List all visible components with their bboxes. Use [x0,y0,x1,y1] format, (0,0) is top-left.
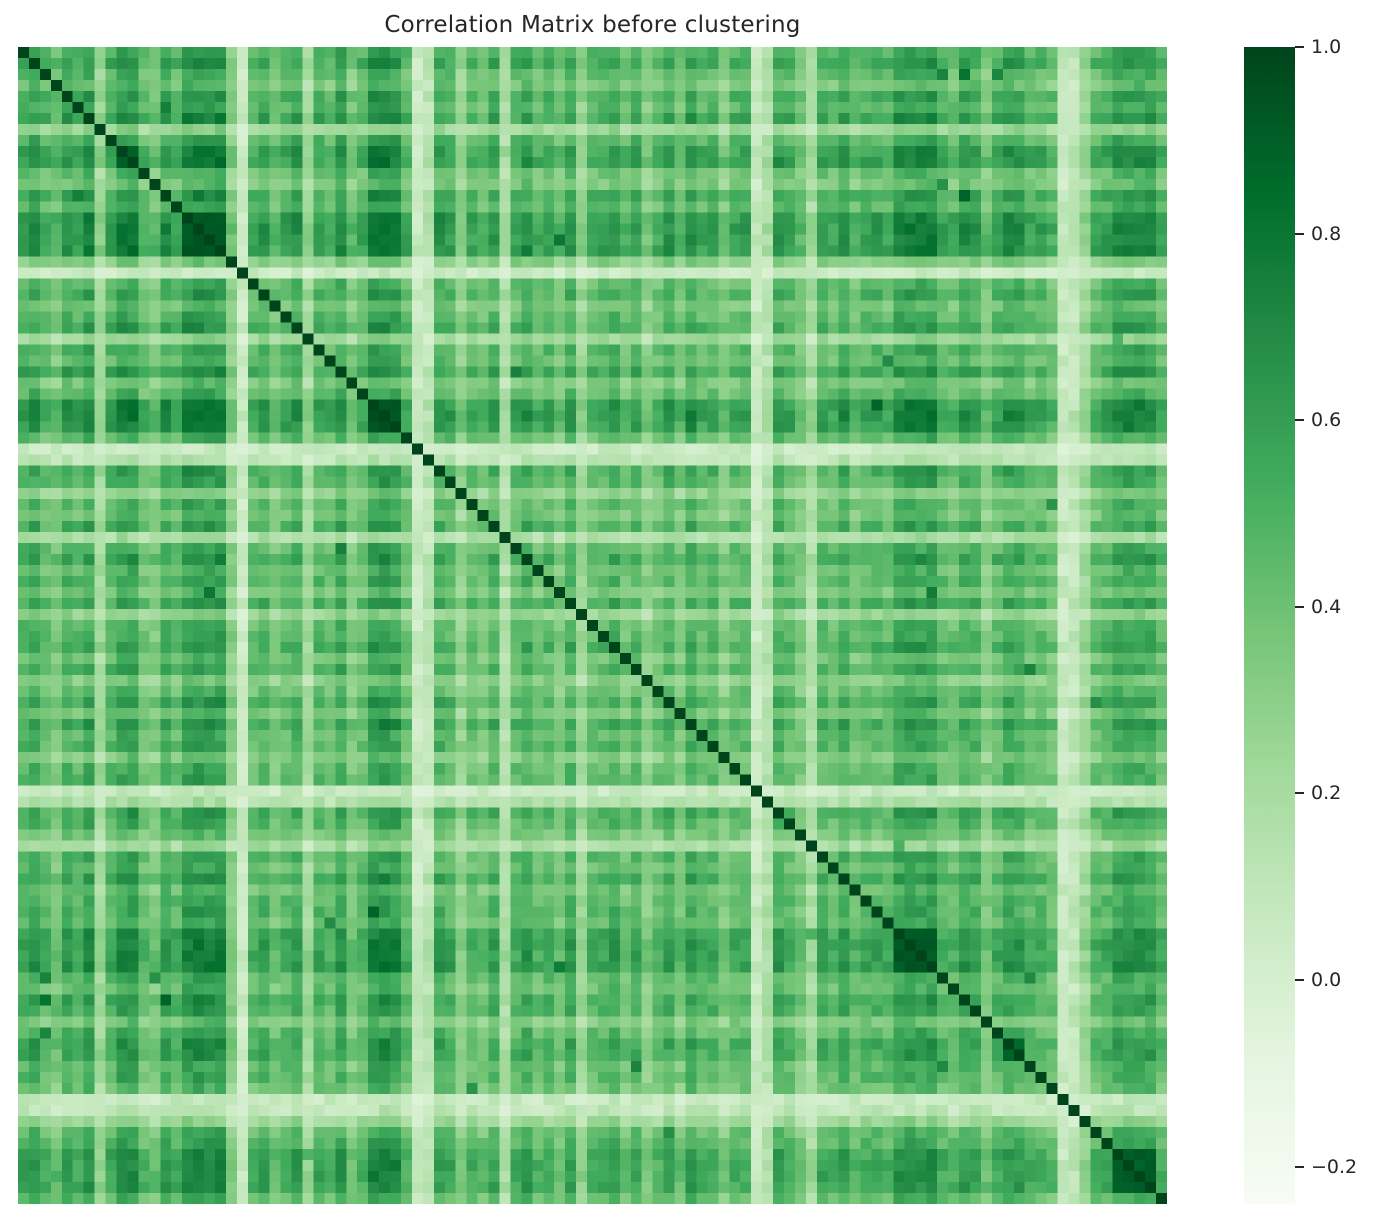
tick-mark [1295,46,1304,48]
tick-mark [1295,792,1304,795]
tick-mark [1295,979,1304,982]
tick-mark [1295,605,1304,608]
colorbar [1244,47,1295,1204]
tick-mark [1295,419,1304,422]
tick-mark [1295,1165,1304,1168]
heatmap-canvas [18,47,1167,1204]
chart-title: Correlation Matrix before clustering [384,12,801,38]
tick-mark [1295,232,1304,235]
